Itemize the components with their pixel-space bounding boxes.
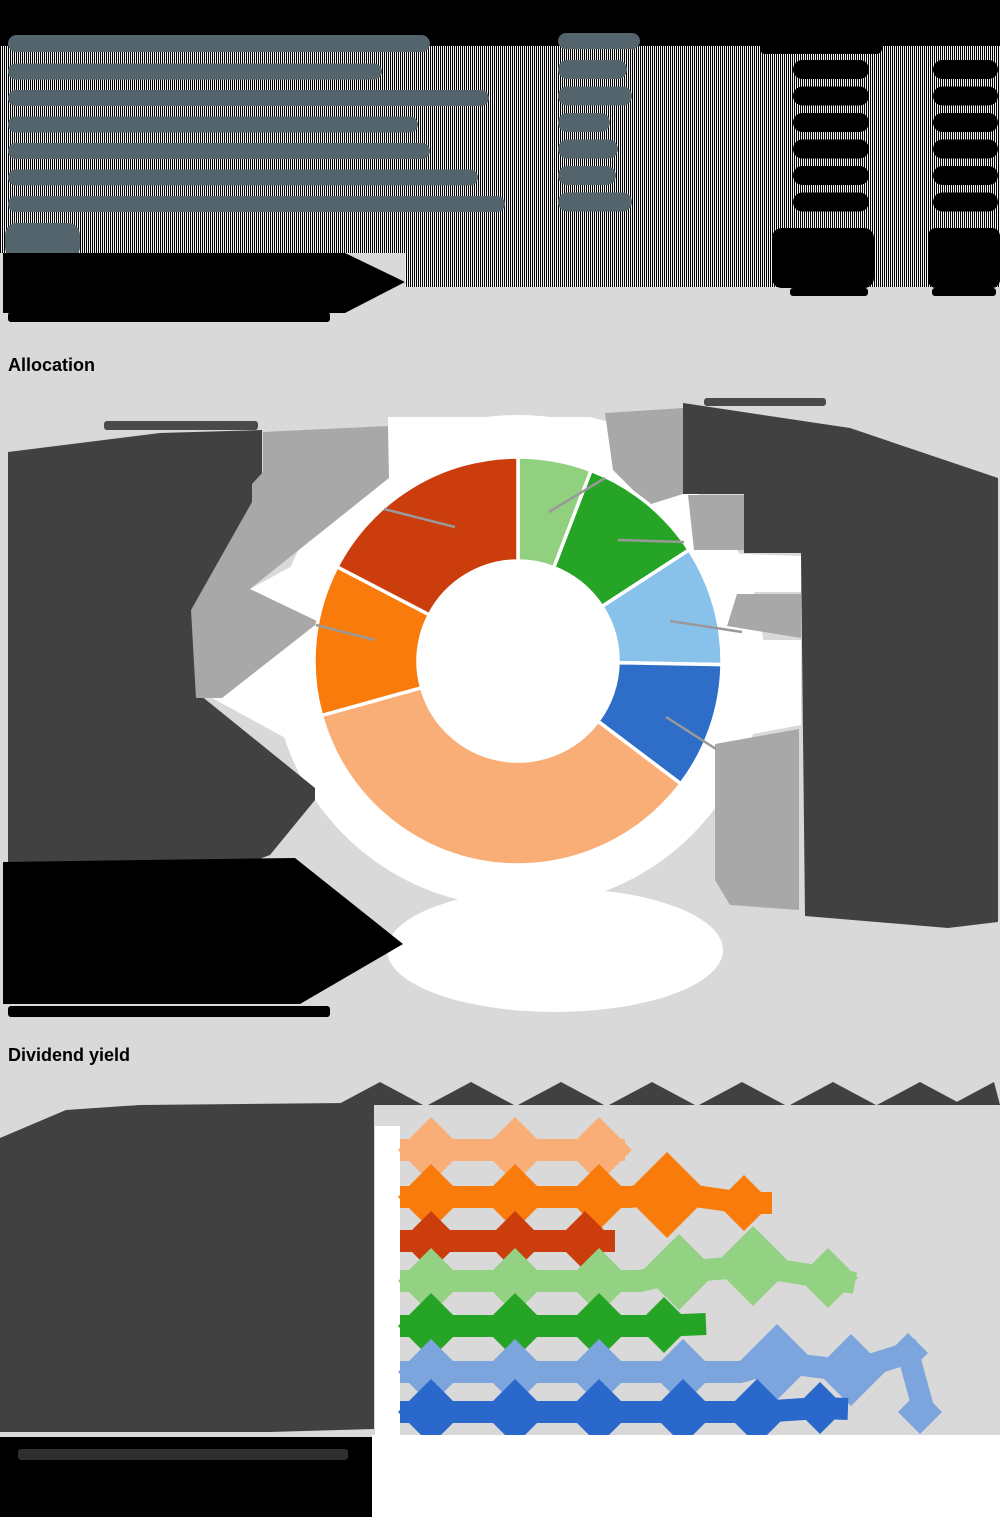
svg-text:Allocation: Allocation <box>8 355 95 375</box>
svg-text:Dividend yield: Dividend yield <box>8 1045 130 1065</box>
